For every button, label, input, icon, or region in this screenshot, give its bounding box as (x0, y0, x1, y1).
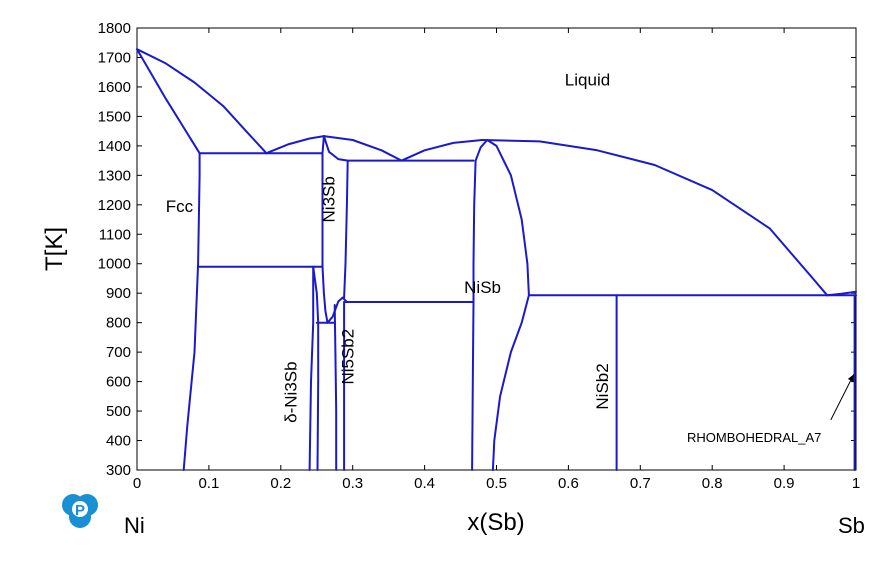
logo-icon: P (62, 494, 98, 528)
y-tick-labels: 300 400 500 600 700 800 900 1000 1100 1200 1300 140… (98, 20, 131, 479)
phase-boundaries (136, 48, 857, 471)
phase-label: δ-Ni3Sb (282, 361, 301, 422)
annotation-arrow (830, 374, 855, 421)
element-label-left: Ni (124, 513, 145, 538)
phase-label: NiSb2 (593, 363, 612, 409)
annotation-arrow-head (847, 374, 854, 382)
series-delta-right (312, 265, 320, 471)
x-axis-title: x(Sb) (467, 509, 524, 536)
series-fcc-solidus (136, 48, 201, 155)
y-tick-label: 1500 (98, 108, 131, 125)
x-tick-label: 0.6 (558, 475, 579, 492)
tick-marks (136, 27, 857, 471)
x-tick-label: 0.2 (270, 475, 291, 492)
x-tick-label: 0.3 (342, 475, 363, 492)
logo-letter: P (75, 502, 85, 519)
series-nisb-right-boundary (486, 139, 530, 471)
x-tick-label: 1 (852, 475, 860, 492)
y-tick-label: 1800 (98, 20, 131, 37)
y-tick-label: 400 (106, 433, 131, 450)
x-tick-label: 0.1 (198, 475, 219, 492)
phase-label: Fcc (166, 197, 194, 216)
series-nisb-left-boundary (471, 139, 489, 471)
y-tick-label: 800 (106, 315, 131, 332)
phase-label: NiSb (464, 278, 501, 297)
x-tick-label: 0.7 (630, 475, 651, 492)
series-ni5sb2-top-curve (326, 296, 348, 324)
plot-frame (136, 27, 857, 471)
series-delta-left (308, 265, 315, 471)
y-tick-label: 1200 (98, 197, 131, 214)
x-tick-label: 0.8 (702, 475, 723, 492)
y-tick-label: 700 (106, 344, 131, 361)
series-liquidus-nisb-left (400, 139, 484, 162)
y-tick-label: 1700 (98, 49, 131, 66)
y-tick-label: 600 (106, 374, 131, 391)
series-liquidus-ni-side (136, 48, 268, 155)
y-tick-label: 300 (106, 462, 131, 479)
y-axis-title: T[K] (41, 227, 68, 271)
phase-label: Ni5Sb2 (338, 329, 357, 385)
annotation-arrow-line (830, 374, 855, 421)
x-tick-label: 0.4 (414, 475, 435, 492)
x-tick-label: 0 (133, 475, 141, 492)
y-tick-label: 1100 (99, 226, 131, 243)
phase-label: Ni3Sb (320, 176, 339, 222)
y-tick-label: 1300 (98, 167, 131, 184)
y-tick-label: 900 (106, 285, 131, 302)
phase-label: RHOMBOHEDRAL_A7 (687, 430, 821, 445)
phase-label: Liquid (565, 70, 610, 89)
series-liquidus-ni3sb-right (322, 135, 403, 162)
phase-labels: Liquid Fcc Ni3Sb NiSb δ-Ni3Sb Ni5Sb2 NiSb2 RHOM… (166, 70, 822, 445)
series-ni3sb-left-boundary (321, 135, 325, 268)
y-tick-label: 500 (106, 403, 131, 420)
series-liquidus-nisb-right (481, 139, 829, 297)
x-tick-label: 0.9 (774, 475, 795, 492)
series-liquidus-ni3sb-left (265, 135, 325, 155)
series-ni5sb2-left (333, 304, 338, 471)
x-tick-label: 0.5 (486, 475, 507, 492)
y-tick-label: 1000 (98, 256, 131, 273)
element-label-right: Sb (838, 513, 865, 538)
x-tick-labels: 0 0.1 0.2 0.3 0.4 0.5 0.6 0.7 0.8 0.9 1 (133, 475, 860, 492)
series-fcc-solvus (182, 152, 201, 471)
series-ni3sb-lower-left (321, 265, 329, 324)
y-tick-label: 1400 (98, 138, 131, 155)
y-tick-label: 1600 (98, 79, 131, 96)
